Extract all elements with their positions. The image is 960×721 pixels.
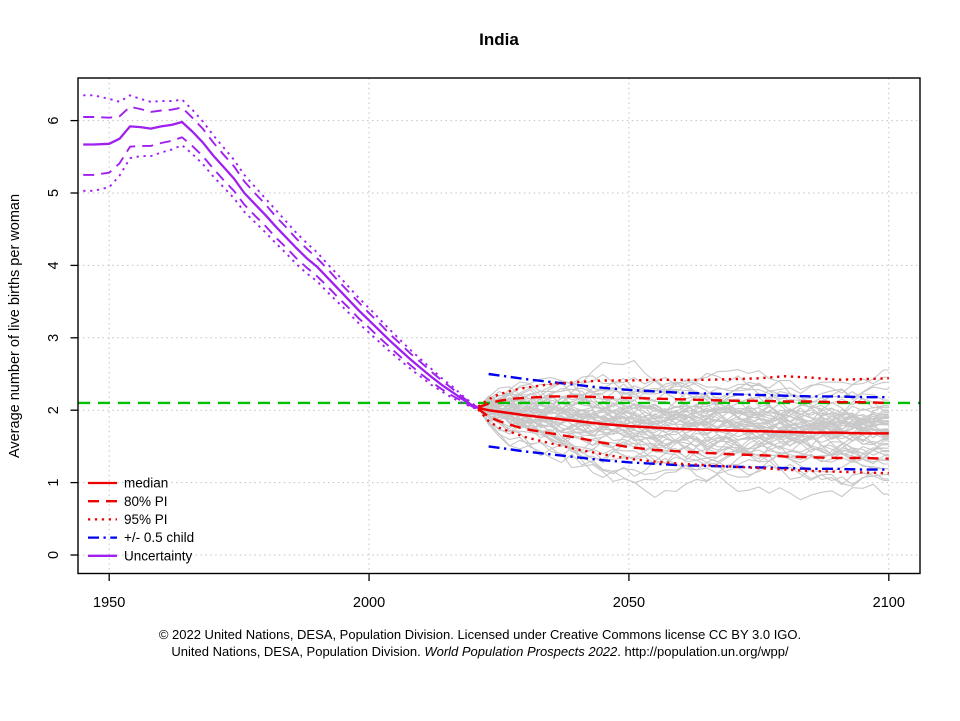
x-tick-label: 2100 <box>873 595 905 611</box>
plot-box <box>77 77 921 575</box>
history-80-lower-line <box>83 136 479 410</box>
projection-lines <box>477 372 889 475</box>
projection-median-line <box>477 406 889 435</box>
trajectory-line <box>478 398 889 439</box>
trajectory-line <box>477 407 889 460</box>
legend-label: Uncertainty <box>124 548 193 563</box>
trajectory-line <box>477 407 889 486</box>
trajectory-line <box>477 407 889 487</box>
trajectory-line <box>477 359 889 409</box>
trajectory-line <box>478 390 889 429</box>
pi80-lower-line <box>477 407 889 460</box>
trajectory-line <box>477 407 889 463</box>
trajectory-line <box>478 407 889 460</box>
source-attribution: © 2022 United Nations, DESA, Population … <box>0 626 960 660</box>
x-tick-label: 2050 <box>613 595 645 611</box>
history-95-upper-line <box>83 94 479 408</box>
chart-title: India <box>479 30 519 49</box>
legend-label: 95% PI <box>124 512 168 527</box>
y-tick-label: 4 <box>46 261 62 269</box>
y-tick-label: 1 <box>46 479 62 487</box>
gridlines <box>78 78 920 574</box>
citation-italic-text: World Population Prospects 2022 <box>424 644 618 659</box>
legend: median 80% PI 95% PI +/- 0.5 child Uncertain… <box>88 476 194 563</box>
citation-line: United Nations, DESA, Population Divisio… <box>0 643 960 660</box>
pi95-upper-line <box>477 375 889 408</box>
trajectory-line <box>477 380 889 422</box>
history-lines <box>83 94 479 411</box>
trajectory-line <box>477 407 889 501</box>
history-95-lower-line <box>83 144 479 411</box>
x-tick-label: 2000 <box>353 595 385 611</box>
trajectory-line <box>477 388 889 432</box>
citation-url: . http://population.un.org/wpp/ <box>617 644 789 659</box>
trajectory-line <box>478 396 889 432</box>
y-tick-label: 0 <box>46 551 62 559</box>
trajectory-line <box>477 407 889 451</box>
trajectory-line <box>478 407 889 464</box>
sample-trajectories <box>477 359 889 501</box>
trajectory-line <box>477 402 889 456</box>
y-tick-label: 5 <box>46 189 62 197</box>
copyright-text: © 2022 United Nations, DESA, Population … <box>158 627 802 642</box>
legend-label: +/- 0.5 child <box>124 530 194 545</box>
legend-label: median <box>124 476 168 491</box>
x-tick-label: 1950 <box>93 595 125 611</box>
half-child-upper-line <box>488 372 889 399</box>
axes: 1950 2000 2050 2100 0 1 2 3 4 5 6 <box>46 117 905 611</box>
citation-text: United Nations, DESA, Population Divisio… <box>171 644 425 659</box>
y-tick-label: 6 <box>46 117 62 125</box>
legend-label: 80% PI <box>124 494 168 509</box>
half-child-lower-line <box>488 445 889 471</box>
trajectory-line <box>477 397 889 433</box>
y-tick-label: 2 <box>46 406 62 414</box>
pi95-lower-line <box>477 408 889 475</box>
copyright-line: © 2022 United Nations, DESA, Population … <box>0 626 960 643</box>
y-tick-label: 3 <box>46 334 62 342</box>
pi80-upper-line <box>477 395 889 409</box>
history-median-line <box>83 120 479 410</box>
history-80-upper-line <box>83 105 479 409</box>
